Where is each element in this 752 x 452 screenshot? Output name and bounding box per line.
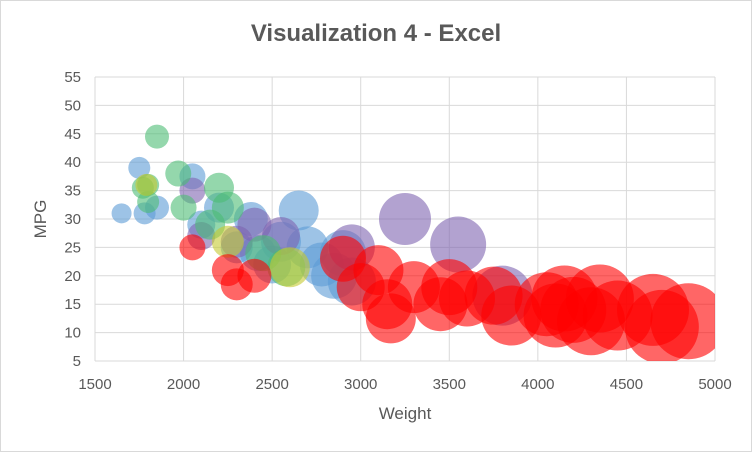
bubble	[111, 203, 132, 224]
y-tick-label: 50	[64, 97, 81, 114]
x-tick-label: 4500	[610, 376, 643, 393]
bubble-layer	[111, 124, 715, 361]
bubble	[137, 190, 160, 213]
bubble	[211, 191, 244, 224]
x-tick-label: 2000	[167, 376, 200, 393]
y-tick-label: 15	[64, 296, 81, 313]
y-tick-labels: 5 10 15 20 25 30 35 40 45 50 55	[64, 69, 81, 370]
x-tick-label: 4000	[521, 376, 554, 393]
y-tick-label: 55	[64, 69, 81, 86]
bubble	[379, 193, 431, 245]
y-tick-label: 25	[64, 239, 81, 256]
bubble	[170, 194, 197, 221]
bubble	[128, 156, 151, 179]
bubble	[145, 124, 169, 149]
bubble	[179, 234, 206, 261]
x-tick-label: 3000	[344, 376, 377, 393]
bubble	[650, 283, 715, 360]
bubble	[269, 247, 310, 288]
x-tick-label: 2500	[255, 376, 288, 393]
bubble	[237, 258, 272, 293]
bubble	[430, 216, 487, 273]
x-axis-title: Weight	[379, 404, 432, 423]
y-tick-label: 45	[64, 126, 81, 143]
x-tick-labels: 1500 2000 2500 3000 3500 4000 4500 5000	[78, 376, 731, 393]
y-tick-label: 20	[64, 268, 81, 285]
x-tick-label: 5000	[698, 376, 731, 393]
x-tick-label: 1500	[78, 376, 111, 393]
y-tick-label: 5	[73, 353, 81, 370]
bubble	[165, 160, 192, 187]
y-tick-label: 40	[64, 154, 81, 171]
chart-title: Visualization 4 - Excel	[250, 20, 502, 47]
y-tick-label: 10	[64, 325, 81, 342]
bubble	[135, 173, 158, 196]
y-tick-label: 30	[64, 211, 81, 228]
y-tick-label: 35	[64, 183, 81, 200]
y-axis-title: MPG	[31, 200, 50, 239]
x-tick-label: 3500	[433, 376, 466, 393]
bubble	[211, 225, 244, 258]
